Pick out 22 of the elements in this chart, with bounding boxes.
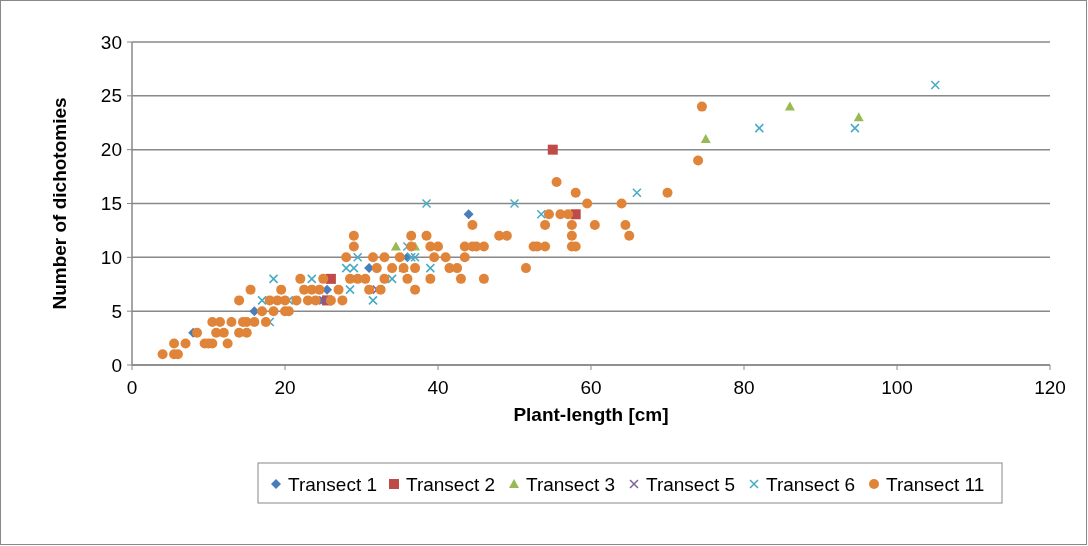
x-tick-label: 60 — [580, 377, 602, 398]
y-tick-label: 30 — [100, 31, 122, 53]
legend-label: Transect 1 — [288, 473, 378, 495]
y-tick-label: 0 — [111, 354, 122, 376]
x-tick-label: 0 — [126, 377, 138, 398]
y-axis-title: Number of dichotomies — [49, 97, 70, 310]
x-axis-title: Plant-length [cm] — [513, 404, 669, 425]
legend-label: Transect 2 — [406, 473, 496, 495]
y-tick-label: 25 — [100, 85, 122, 107]
x-tick-label: 40 — [427, 377, 449, 398]
y-tick-label: 15 — [100, 193, 122, 215]
x-tick-label: 20 — [274, 377, 296, 398]
y-tick-label: 5 — [111, 300, 122, 322]
legend-label: Transect 3 — [526, 473, 616, 495]
legend-label: Transect 6 — [766, 473, 856, 495]
x-tick-label: 80 — [733, 377, 755, 398]
x-tick-label: 100 — [881, 377, 913, 398]
legend-label: Transect 5 — [646, 473, 736, 495]
y-tick-label: 20 — [100, 139, 122, 161]
legend-label: Transect 11 — [886, 473, 985, 495]
y-tick-label: 10 — [100, 246, 122, 268]
x-tick-label: 120 — [1034, 377, 1066, 398]
